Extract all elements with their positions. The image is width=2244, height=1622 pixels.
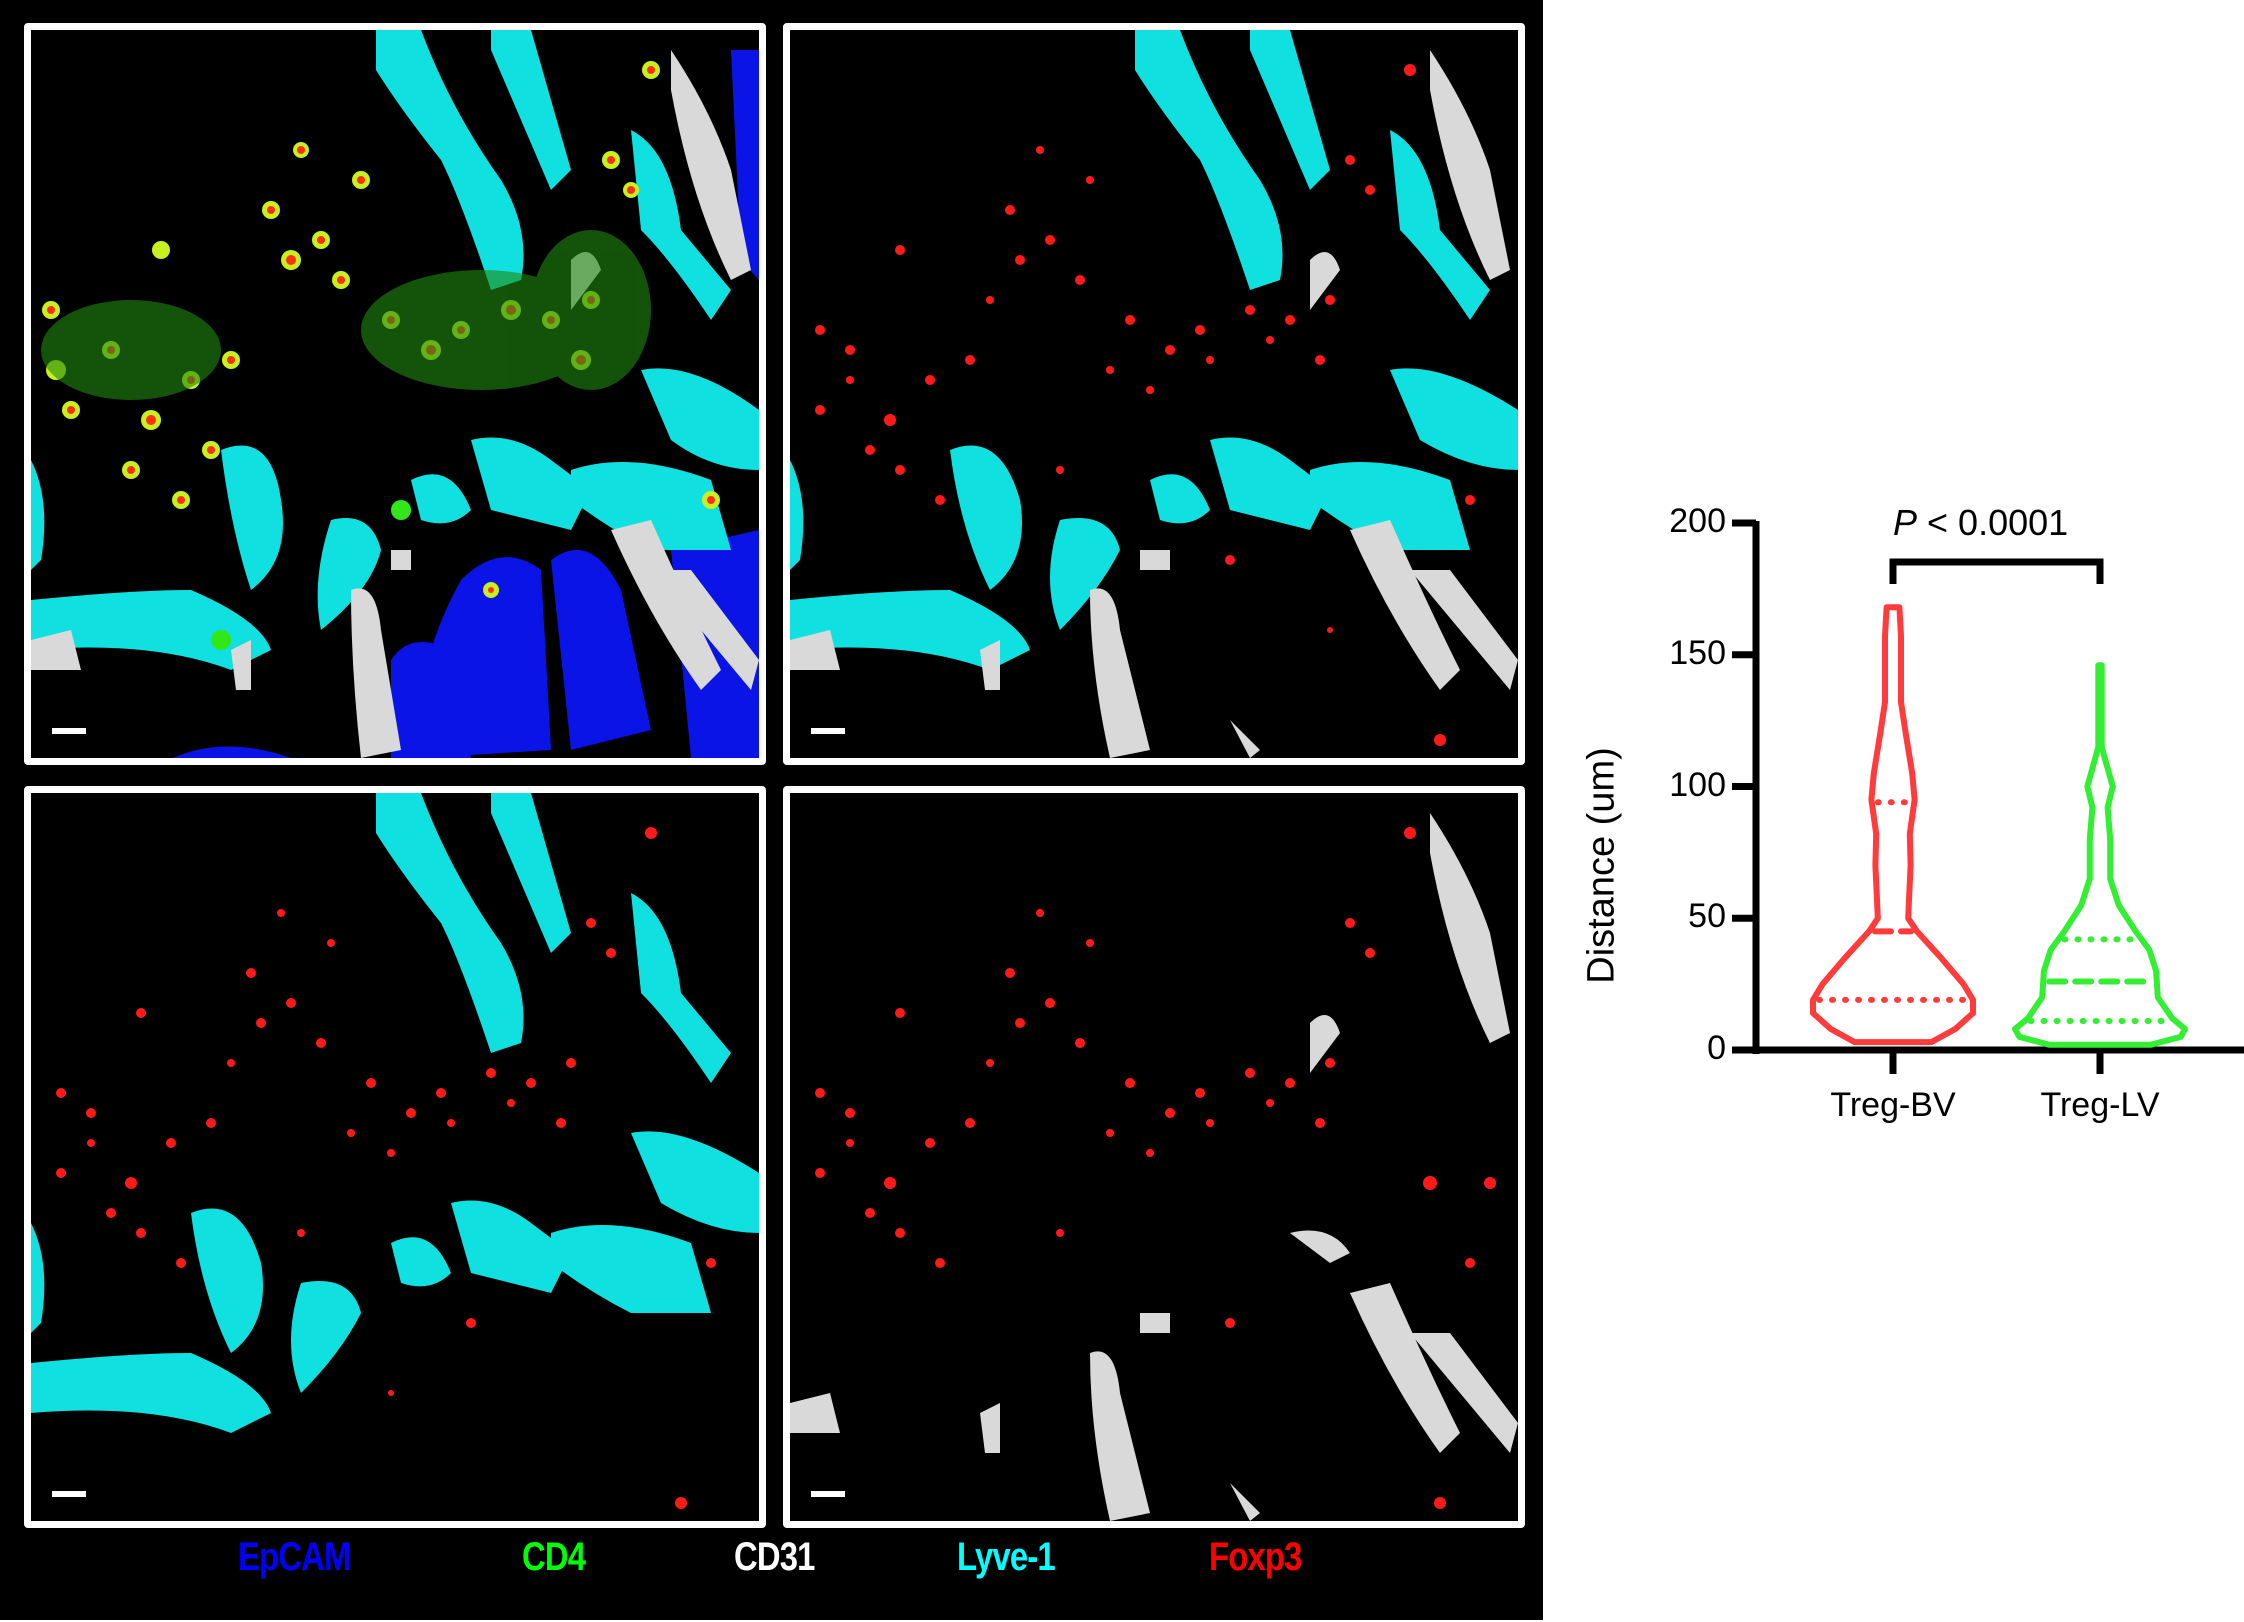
y-tick-label: 50 [1688, 897, 1726, 936]
panel-lyve1-foxp3 [24, 786, 766, 1528]
legend-epcam: EpCAM [238, 1535, 351, 1579]
y-tick-label: 0 [1707, 1029, 1726, 1067]
y-tick-label: 150 [1669, 633, 1726, 672]
y-tick-label: 200 [1669, 502, 1726, 540]
foxp3-nuclei [56, 827, 716, 1509]
violin-treg-bv [1810, 604, 1976, 1046]
cd31-signal [31, 50, 759, 758]
legend-lyve1: Lyve-1 [957, 1535, 1056, 1579]
significance-label: P < 0.0001 [1893, 502, 2068, 544]
violin-plot-area [1732, 519, 2244, 1074]
legend-foxp3: Foxp3 [1209, 1535, 1302, 1579]
p-value-text: < 0.0001 [1917, 502, 2069, 543]
violin-treg-lv [2012, 662, 2188, 1048]
cd31-signal [790, 50, 1518, 758]
lyve1-signal [790, 30, 1518, 670]
channel-legend: EpCAM CD4 CD31 Lyve-1 Foxp3 [0, 1535, 1543, 1595]
lyve1-signal [31, 793, 759, 1433]
scale-bar [52, 1491, 86, 1497]
panel-merge [24, 23, 766, 765]
scale-bar [52, 728, 86, 734]
lyve1-foxp3-image [31, 793, 759, 1509]
y-axis-label: Distance (um) [1580, 746, 1623, 984]
scale-bar [811, 1491, 845, 1497]
microscopy-figure: EpCAM CD4 CD31 Lyve-1 Foxp3 [0, 0, 1543, 1620]
cd31-foxp3-image [790, 813, 1518, 1521]
panel-cd31-foxp3 [783, 786, 1525, 1528]
cd31-signal [790, 813, 1518, 1521]
x-category-label: Treg-BV [1830, 1086, 1956, 1124]
cd31-lyve1-foxp3-image [790, 30, 1518, 758]
significance-bracket [1889, 558, 2104, 584]
legend-cd4: CD4 [522, 1535, 586, 1579]
y-tick-label: 100 [1669, 765, 1726, 804]
cd4-background [41, 230, 651, 400]
violin-chart: Distance (um) P < 0.0001 0 50 100 150 200 Tr… [1560, 440, 2244, 1160]
p-symbol: P [1893, 502, 1918, 543]
panel-cd31-lyve1-foxp3 [783, 23, 1525, 765]
x-category-label: Treg-LV [2040, 1086, 2160, 1124]
scale-bar [811, 728, 845, 734]
foxp3-nuclei [815, 64, 1475, 746]
lyve1-signal [31, 30, 759, 670]
foxp3-nuclei [815, 827, 1496, 1509]
legend-cd31: CD31 [734, 1535, 815, 1579]
merge-image [31, 30, 759, 758]
